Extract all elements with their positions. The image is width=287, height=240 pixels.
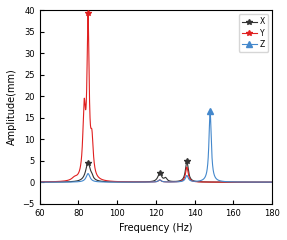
X <box>125 180 129 183</box>
Y <box>38 180 41 183</box>
Line: Z: Z <box>40 111 272 182</box>
Y <box>269 181 272 184</box>
Y <box>270 181 274 184</box>
Z <box>92 180 95 182</box>
Y <box>125 180 129 183</box>
X <box>93 177 96 180</box>
Line: X: X <box>40 162 272 182</box>
Z <box>93 180 96 183</box>
Z <box>208 110 212 113</box>
Z <box>269 181 272 184</box>
Y <box>92 155 95 158</box>
Z <box>270 181 274 184</box>
Y <box>86 11 90 14</box>
Z <box>125 181 129 184</box>
Z <box>142 181 146 184</box>
X <box>269 181 272 184</box>
X <box>92 176 95 179</box>
X-axis label: Frequency (Hz): Frequency (Hz) <box>119 223 193 233</box>
Line: Y: Y <box>40 13 272 182</box>
Y <box>94 171 98 174</box>
X <box>142 180 146 183</box>
Legend: X, Y, Z: X, Y, Z <box>238 14 268 52</box>
Y-axis label: Amplitude(mm): Amplitude(mm) <box>7 69 17 145</box>
X <box>270 181 274 184</box>
X <box>38 181 41 184</box>
Z <box>38 181 41 184</box>
X <box>94 178 98 181</box>
X <box>185 160 189 163</box>
Y <box>142 180 146 183</box>
Y <box>93 166 97 169</box>
Z <box>94 180 98 183</box>
